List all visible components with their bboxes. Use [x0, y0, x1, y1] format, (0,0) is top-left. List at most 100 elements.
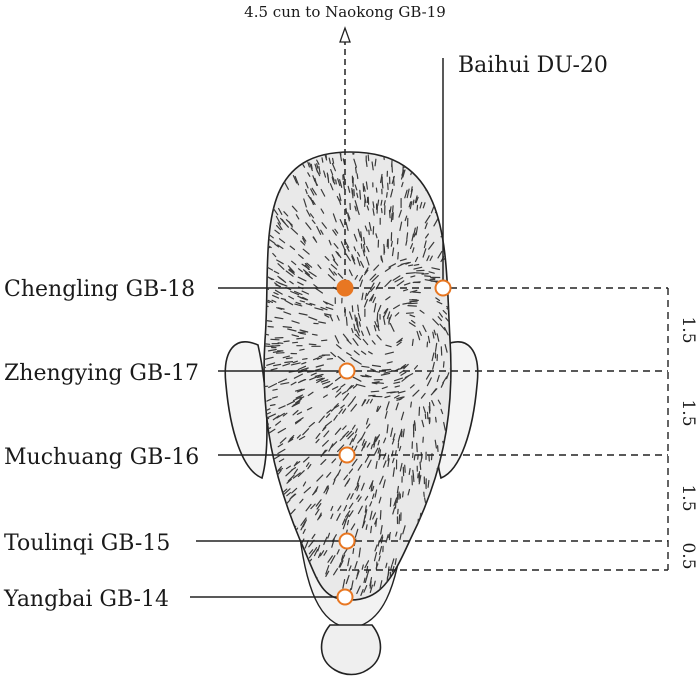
- hair-stroke: [361, 330, 364, 337]
- hair-stroke: [333, 243, 339, 249]
- hair-stroke: [423, 584, 426, 592]
- hair-stroke: [333, 568, 338, 576]
- hair-stroke: [392, 433, 396, 441]
- hair-stroke: [278, 458, 285, 463]
- hair-stroke: [261, 155, 263, 159]
- hair-stroke: [453, 532, 455, 539]
- hair-stroke: [417, 152, 420, 158]
- hair-stroke: [379, 510, 382, 520]
- hair-stroke: [327, 555, 333, 563]
- hair-stroke: [251, 529, 256, 536]
- hair-stroke: [283, 180, 289, 190]
- hair-stroke: [368, 222, 372, 232]
- hair-stroke: [299, 332, 307, 335]
- hair-stroke: [289, 162, 294, 171]
- hair-stroke: [455, 556, 456, 561]
- hair-stroke: [331, 458, 337, 464]
- hair-stroke: [274, 229, 280, 235]
- hair-stroke: [364, 292, 368, 300]
- hair-stroke: [300, 240, 306, 246]
- hair-stroke: [266, 413, 276, 419]
- hair-stroke: [278, 405, 286, 409]
- hair-stroke: [264, 217, 265, 224]
- hair-stroke: [449, 482, 451, 488]
- hair-stroke: [329, 314, 334, 322]
- hair-stroke: [387, 454, 390, 462]
- hair-stroke: [353, 323, 356, 331]
- hair-stroke: [265, 487, 271, 495]
- hair-stroke: [385, 534, 389, 543]
- hair-stroke: [325, 570, 330, 578]
- hair-stroke: [251, 174, 256, 179]
- hair-stroke: [306, 262, 313, 268]
- baihui-label: Baihui DU-20: [458, 53, 608, 78]
- hair-stroke: [285, 465, 291, 470]
- hair-stroke: [422, 324, 427, 333]
- hair-stroke: [268, 159, 274, 169]
- hair-stroke: [363, 244, 366, 253]
- hair-stroke: [346, 430, 353, 438]
- hair-stroke: [326, 471, 332, 478]
- hair-stroke: [339, 219, 345, 228]
- hair-stroke: [436, 157, 440, 164]
- hair-stroke: [314, 373, 324, 377]
- hair-stroke: [297, 276, 307, 282]
- hair-stroke: [335, 344, 342, 350]
- hair-stroke: [442, 376, 448, 384]
- hair-stroke: [339, 560, 344, 568]
- hair-stroke: [376, 405, 382, 412]
- hair-stroke: [290, 290, 300, 296]
- hair-stroke: [433, 329, 437, 336]
- hair-stroke: [437, 399, 441, 405]
- hair-stroke: [293, 373, 303, 379]
- hair-stroke: [386, 192, 388, 198]
- hair-stroke: [408, 302, 418, 305]
- hair-stroke: [353, 233, 358, 242]
- hair-stroke: [319, 550, 325, 557]
- hair-stroke: [318, 165, 321, 175]
- measurement-2: 1.5: [678, 399, 698, 426]
- nose: [320, 624, 382, 676]
- hair-stroke: [264, 579, 265, 587]
- hair-stroke: [384, 368, 391, 371]
- hair-stroke: [264, 533, 270, 539]
- hair-stroke: [397, 262, 405, 268]
- hair-stroke: [272, 521, 281, 528]
- hair-stroke: [402, 302, 412, 305]
- hair-stroke: [396, 396, 404, 400]
- hair-stroke: [434, 342, 438, 352]
- hair-stroke: [264, 159, 265, 169]
- hair-stroke: [335, 376, 342, 382]
- hair-stroke: [332, 229, 337, 236]
- hair-stroke: [330, 513, 334, 520]
- hair-stroke: [363, 298, 368, 308]
- hair-stroke: [294, 461, 301, 466]
- hair-stroke: [264, 224, 265, 230]
- hair-stroke: [382, 452, 387, 460]
- hair-stroke: [330, 264, 338, 270]
- hair-stroke: [264, 170, 270, 177]
- hair-stroke: [448, 497, 451, 506]
- hair-stroke: [413, 227, 416, 236]
- hair-stroke: [356, 585, 361, 595]
- hair-stroke: [323, 394, 328, 398]
- hair-stroke: [273, 363, 282, 367]
- hair-stroke: [298, 565, 303, 572]
- hair-stroke: [309, 213, 315, 219]
- hair-stroke: [355, 329, 360, 337]
- hair-stroke: [402, 169, 406, 178]
- hair-stroke: [436, 301, 443, 305]
- hair-stroke: [311, 533, 316, 540]
- hair-stroke: [282, 220, 289, 228]
- hair-stroke: [292, 396, 302, 402]
- hair-stroke: [416, 166, 419, 173]
- hair-stroke: [380, 524, 383, 535]
- hair-stroke: [353, 158, 357, 168]
- hair-stroke: [305, 462, 310, 467]
- hair-stroke: [257, 178, 259, 182]
- hair-stroke: [290, 381, 297, 386]
- hair-stroke: [413, 365, 418, 370]
- hair-stroke: [294, 175, 300, 186]
- hair-stroke: [306, 587, 310, 593]
- hair-stroke: [316, 163, 319, 169]
